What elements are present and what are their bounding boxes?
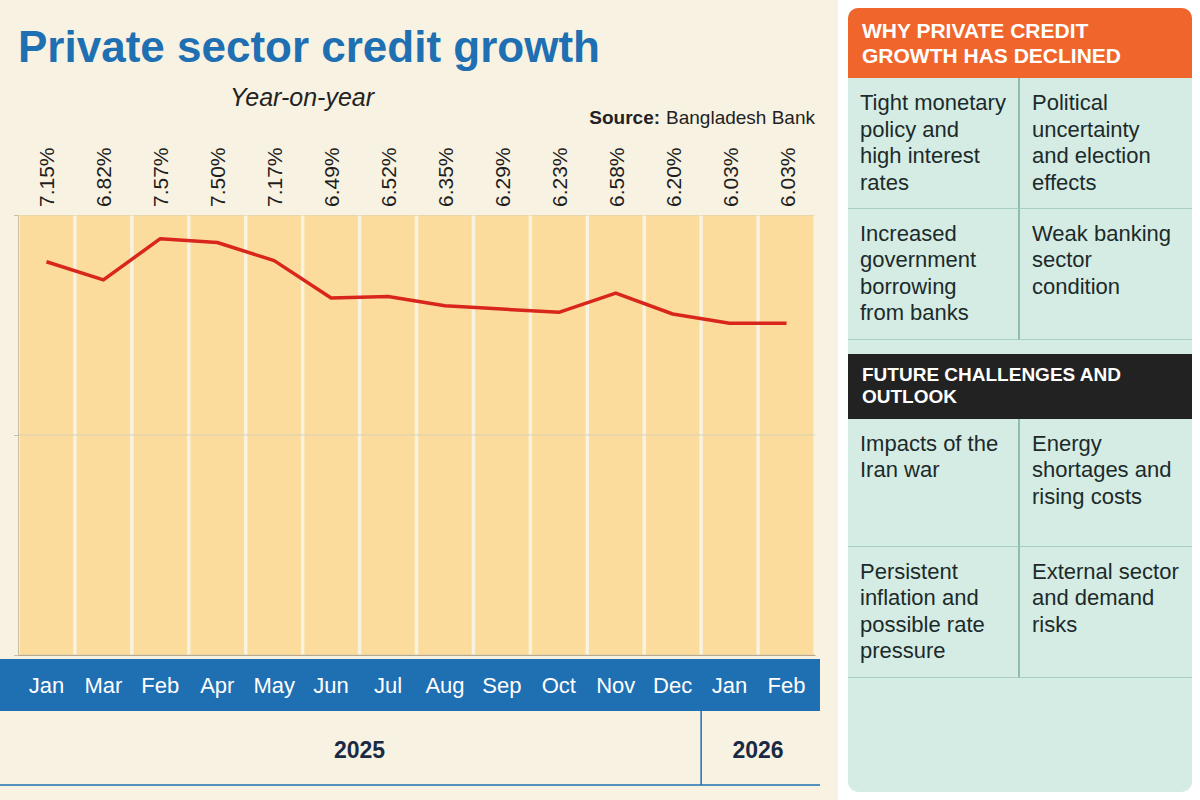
- x-tick: Jan: [712, 655, 747, 698]
- data-label: 6.03%: [776, 147, 799, 207]
- y-axis: [14, 216, 19, 656]
- data-label: 6.49%: [320, 147, 343, 207]
- grid-line: [18, 655, 815, 656]
- x-tick: Mar: [84, 655, 122, 698]
- data-line: [46, 239, 786, 324]
- reason-item: Impacts of the Iran war: [848, 419, 1020, 547]
- x-tick: Jul: [374, 655, 402, 698]
- item-grid: Tight monetary policy and high interest …: [848, 78, 1192, 339]
- reason-item: Energy shortages and rising costs: [1020, 419, 1192, 547]
- x-tick-label: Feb: [768, 673, 806, 698]
- x-tick: May: [253, 655, 295, 698]
- x-tick: Apr: [200, 655, 234, 698]
- y-tick-mark: [14, 215, 18, 216]
- data-label: 6.03%: [719, 147, 742, 207]
- x-tick-label: Feb: [141, 673, 179, 698]
- x-tick: Sep: [482, 655, 521, 698]
- data-label: 6.23%: [548, 147, 571, 207]
- data-label: 6.20%: [662, 147, 685, 207]
- data-label: 6.35%: [434, 147, 457, 207]
- y-tick: [14, 655, 18, 656]
- x-tick-label: May: [253, 673, 295, 698]
- reason-item: Weak banking sector condition: [1020, 209, 1192, 340]
- item-grid: Impacts of the Iran warEnergy shortages …: [848, 419, 1192, 678]
- data-label: 7.57%: [149, 147, 172, 207]
- source-text: Bangladesh Bank: [666, 107, 815, 128]
- chart-area: Private sector credit growth Year-on-year…: [0, 0, 838, 800]
- reason-item: Increased government borrowing from bank…: [848, 209, 1020, 340]
- data-label: 7.17%: [263, 147, 286, 207]
- x-axis-band: [0, 659, 820, 711]
- reason-item: External sector and demand risks: [1020, 547, 1192, 678]
- data-label: 6.52%: [377, 147, 400, 207]
- reason-item: Tight monetary policy and high interest …: [848, 78, 1020, 209]
- x-tick: Feb: [141, 655, 179, 698]
- side-panel: WHY PRIVATE CREDIT GROWTH HAS DECLINEDTi…: [848, 8, 1192, 792]
- x-tick: Oct: [542, 655, 576, 698]
- x-tick: Jun: [313, 655, 348, 698]
- x-axis: Jan Mar Feb Apr May Jun Jul Aug Sep Oct Nov Dec Jan F…: [19, 655, 816, 698]
- x-tick-label: Apr: [200, 673, 234, 698]
- grid-line: [18, 215, 815, 216]
- reason-item: Political uncertainty and election effec…: [1020, 78, 1192, 209]
- x-tick-label: Jan: [712, 673, 747, 698]
- x-group-label: 2026: [732, 737, 783, 763]
- x-tick: Dec: [653, 655, 692, 698]
- y-axis-line: [14, 216, 19, 656]
- y-tick: [14, 435, 18, 436]
- plot-area: [18, 215, 815, 655]
- x-tick: Jan: [29, 655, 64, 698]
- section-heading: WHY PRIVATE CREDIT GROWTH HAS DECLINED: [848, 8, 1192, 78]
- section-heading: FUTURE CHALLENGES AND OUTLOOK: [848, 354, 1192, 420]
- x-tick-label: Mar: [84, 673, 122, 698]
- y-tick: [14, 215, 18, 216]
- group-baseline: [0, 784, 820, 786]
- x-tick-label: Jun: [313, 673, 348, 698]
- x-tick-label: Jan: [29, 673, 64, 698]
- x-group-label: 2025: [334, 737, 385, 763]
- x-tick: Feb: [768, 655, 806, 698]
- x-tick-label: Nov: [596, 673, 635, 698]
- data-label: 6.82%: [92, 147, 115, 207]
- grid-line: [18, 435, 815, 436]
- chart-svg: Private sector credit growth Year-on-year…: [0, 0, 838, 800]
- x-tick-label: Sep: [482, 673, 521, 698]
- data-label: 6.58%: [605, 147, 628, 207]
- title: Private sector credit growth: [18, 22, 600, 71]
- reason-item: Persistent inflation and possible rate p…: [848, 547, 1020, 678]
- data-label: 6.29%: [491, 147, 514, 207]
- group-divider: [700, 659, 702, 785]
- x-tick-label: Aug: [425, 673, 464, 698]
- y-tick-mark: [14, 655, 18, 656]
- x-tick-label: Dec: [653, 673, 692, 698]
- data-label: 7.15%: [35, 147, 58, 207]
- source: Source: Bangladesh Bank: [589, 107, 815, 128]
- y-tick-mark: [14, 435, 18, 436]
- x-tick: Nov: [596, 655, 635, 698]
- data-label: 7.50%: [206, 147, 229, 207]
- source-label: Source:: [589, 107, 660, 128]
- x-axis-line: [19, 655, 816, 656]
- x-tick-label: Oct: [542, 673, 576, 698]
- subtitle: Year-on-year: [230, 83, 376, 111]
- x-tick: Aug: [425, 655, 464, 698]
- x-tick-label: Jul: [374, 673, 402, 698]
